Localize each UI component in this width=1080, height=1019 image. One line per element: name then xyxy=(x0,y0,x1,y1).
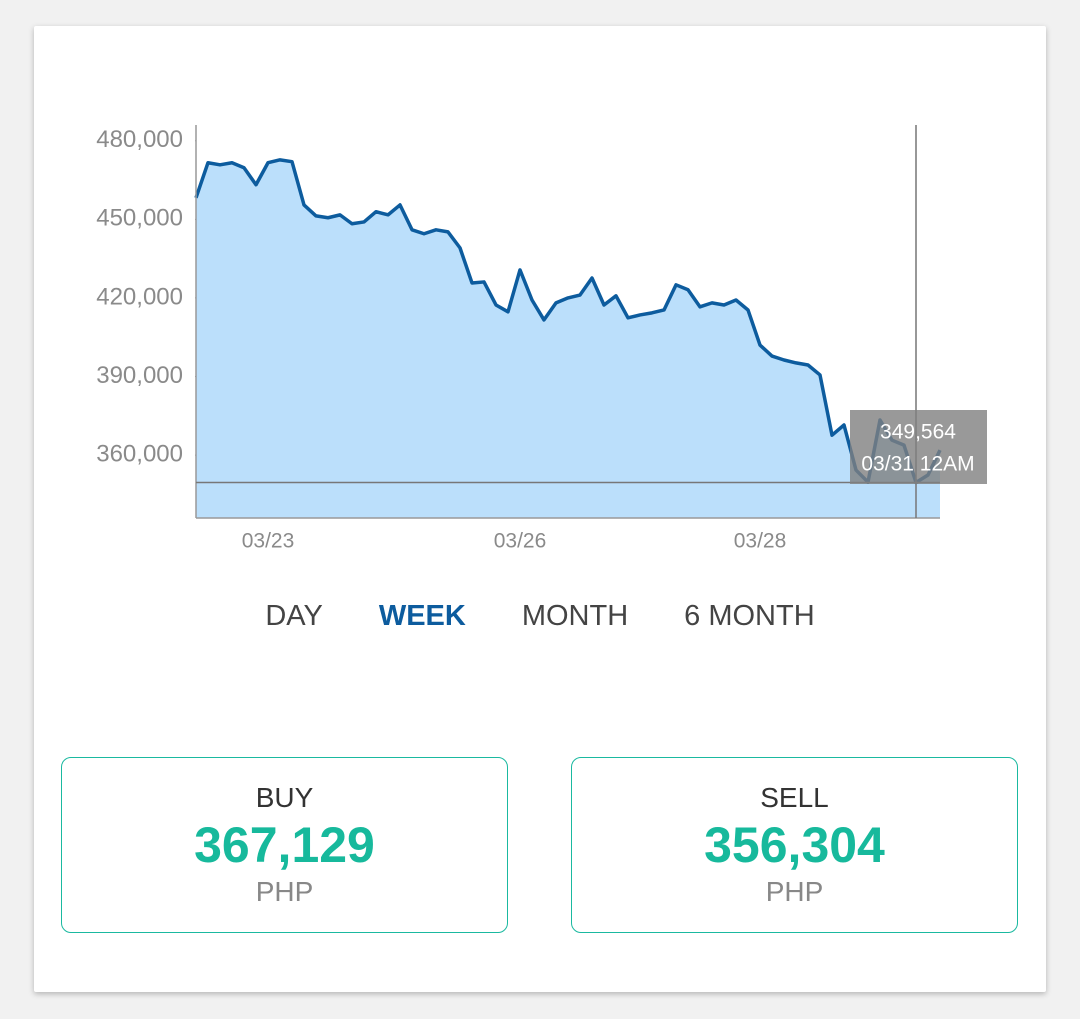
buy-card: BUY 367,129 PHP xyxy=(61,757,508,933)
tab[interactable]: 6 MONTH xyxy=(684,600,815,632)
y-tick-label: 360,000 xyxy=(96,440,183,467)
card-title: BUY xyxy=(255,782,314,813)
y-tick-label: 390,000 xyxy=(96,362,183,389)
y-tick-label: 480,000 xyxy=(96,126,183,153)
tab[interactable]: MONTH xyxy=(521,600,629,632)
tab[interactable]: DAY xyxy=(265,600,323,632)
tooltip-box xyxy=(850,410,987,484)
tabs: DAY WEEK MONTH 6 MONTH xyxy=(0,600,1080,633)
sell-card: SELL 356,304 PHP xyxy=(571,757,1018,933)
card-title: SELL xyxy=(760,782,829,813)
card-amount: 356,304 xyxy=(704,817,885,873)
card-currency: PHP xyxy=(255,876,314,907)
price-line xyxy=(194,158,942,485)
card-amount: 367,129 xyxy=(194,817,375,873)
tab[interactable]: WEEK xyxy=(378,600,466,632)
x-tick-label: 03/23 xyxy=(242,530,295,553)
y-tick-label: 420,000 xyxy=(96,283,183,310)
x-tick-label: 03/26 xyxy=(494,530,547,553)
y-tick-label: 450,000 xyxy=(96,205,183,232)
tooltip-date: 03/31 12AM xyxy=(861,453,974,476)
chart: 360,000 390,000 420,000 450,000 480,000 03/23… xyxy=(96,125,987,553)
x-tick-label: 03/28 xyxy=(734,530,787,553)
area-fill xyxy=(196,159,940,518)
card-currency: PHP xyxy=(765,876,824,907)
tooltip-value: 349,564 xyxy=(880,421,956,444)
